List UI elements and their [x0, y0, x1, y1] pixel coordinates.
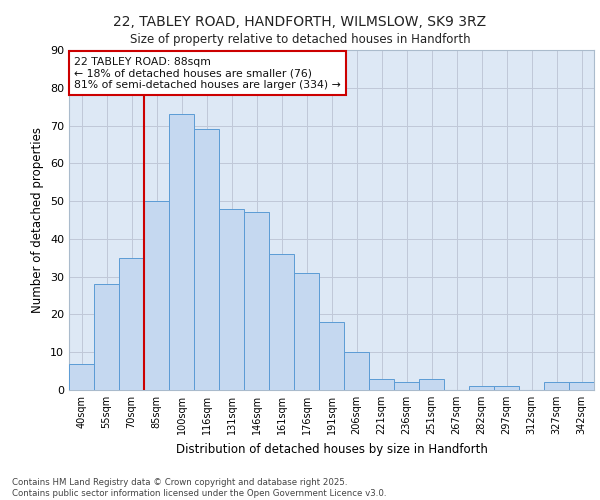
- Bar: [269, 254, 294, 390]
- Bar: [294, 273, 319, 390]
- Text: Size of property relative to detached houses in Handforth: Size of property relative to detached ho…: [130, 32, 470, 46]
- Bar: [244, 212, 269, 390]
- Text: 22 TABLEY ROAD: 88sqm
← 18% of detached houses are smaller (76)
81% of semi-deta: 22 TABLEY ROAD: 88sqm ← 18% of detached …: [74, 57, 341, 90]
- Text: Contains HM Land Registry data © Crown copyright and database right 2025.
Contai: Contains HM Land Registry data © Crown c…: [12, 478, 386, 498]
- Bar: [69, 364, 94, 390]
- Bar: [544, 382, 569, 390]
- Bar: [194, 130, 219, 390]
- Bar: [169, 114, 194, 390]
- Bar: [94, 284, 119, 390]
- Bar: [419, 378, 444, 390]
- Bar: [569, 382, 594, 390]
- Bar: [319, 322, 344, 390]
- Bar: [369, 378, 394, 390]
- Y-axis label: Number of detached properties: Number of detached properties: [31, 127, 44, 313]
- Bar: [494, 386, 519, 390]
- Bar: [394, 382, 419, 390]
- Text: 22, TABLEY ROAD, HANDFORTH, WILMSLOW, SK9 3RZ: 22, TABLEY ROAD, HANDFORTH, WILMSLOW, SK…: [113, 15, 487, 29]
- Bar: [219, 208, 244, 390]
- Bar: [119, 258, 144, 390]
- Bar: [344, 352, 369, 390]
- X-axis label: Distribution of detached houses by size in Handforth: Distribution of detached houses by size …: [176, 442, 487, 456]
- Bar: [144, 201, 169, 390]
- Bar: [469, 386, 494, 390]
